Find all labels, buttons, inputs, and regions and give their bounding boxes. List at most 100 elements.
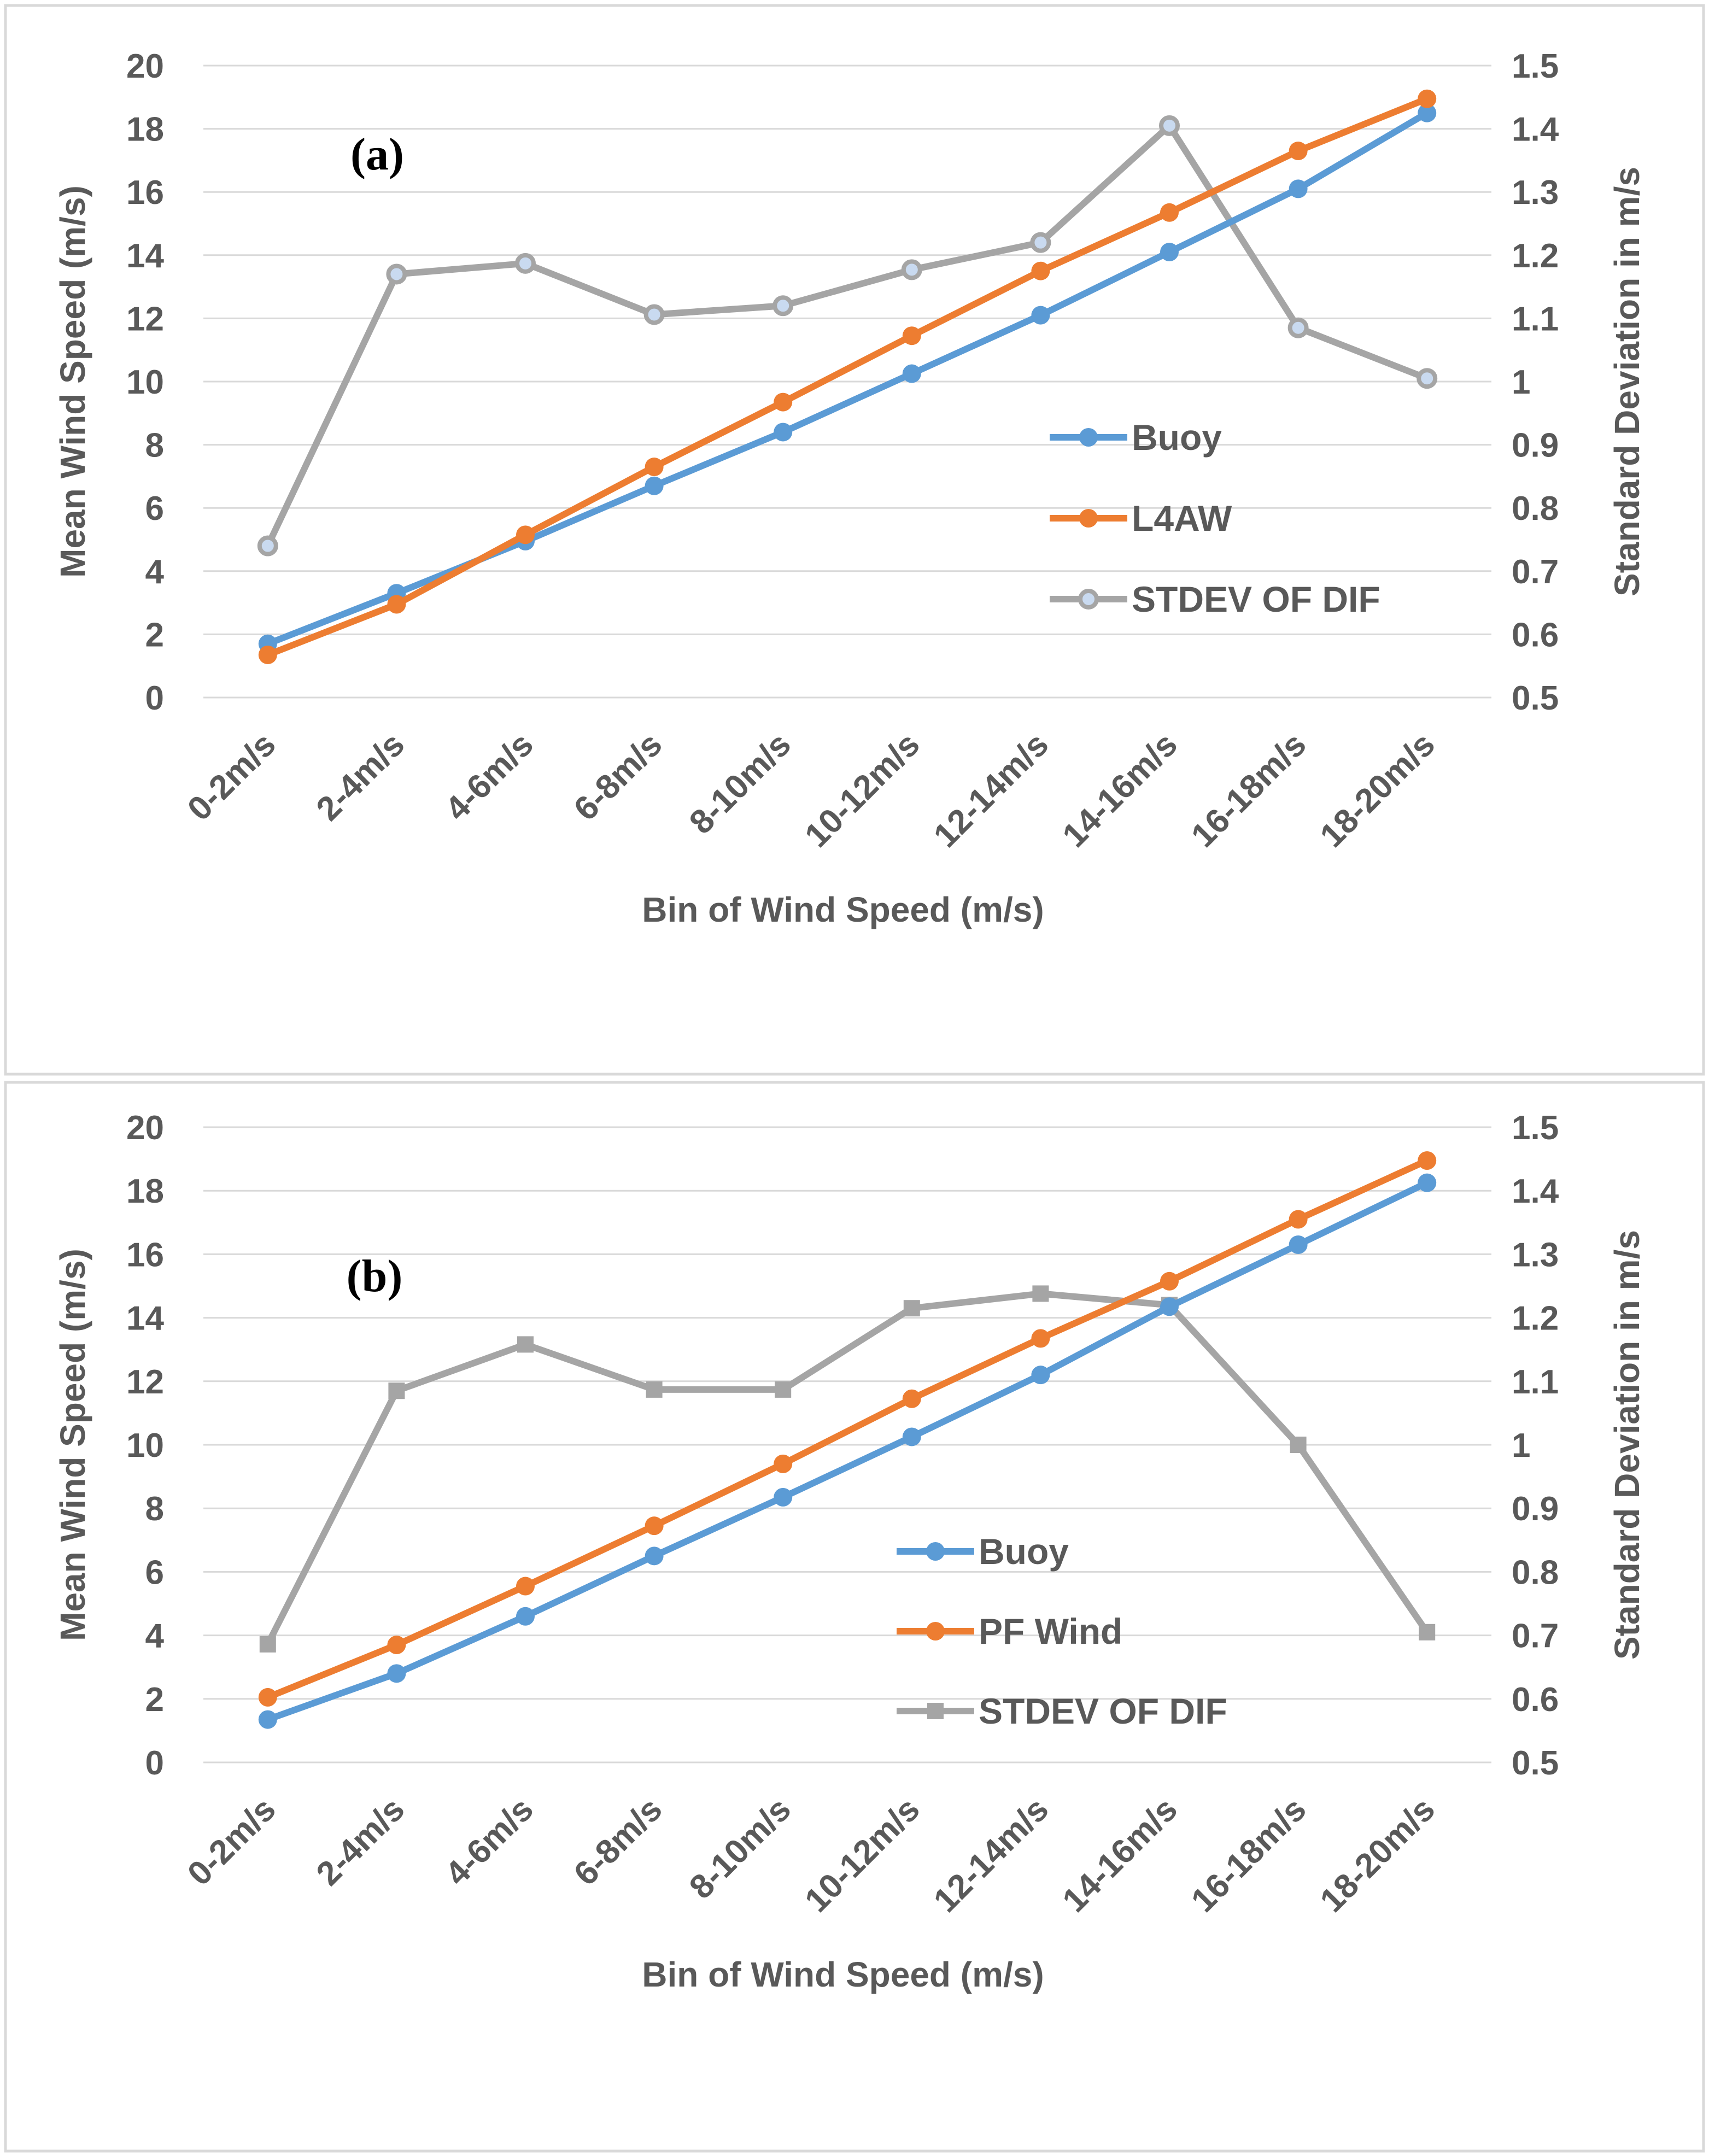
data-point xyxy=(516,1607,535,1626)
y2-tick-label: 1 xyxy=(1512,1427,1530,1464)
chart-panel-a: 0 2 4 6 8 10 12 14 16 18 20 0.5 0.6 0.7 0.8 0.9 1 1.1 1.2 1… xyxy=(4,4,1705,1076)
y-tick-label: 8 xyxy=(145,1490,164,1528)
y-tick-label: 12 xyxy=(126,1363,164,1401)
data-point xyxy=(1031,306,1050,325)
legend-label: Buoy xyxy=(979,1531,1069,1572)
y-axis-title: Mean Wind Speed (m/s) xyxy=(53,1249,92,1641)
data-point xyxy=(257,535,278,556)
data-point xyxy=(645,476,664,495)
legend-label: PF Wind xyxy=(979,1611,1122,1651)
legend-marker xyxy=(1078,589,1099,610)
data-point xyxy=(1289,142,1308,161)
legend-item: STDEV OF DIF xyxy=(1050,579,1380,619)
data-point xyxy=(902,364,921,383)
data-point xyxy=(259,1636,276,1653)
y-tick-label: 16 xyxy=(126,1236,164,1274)
y2-tick-label: 1.5 xyxy=(1512,48,1559,85)
data-point xyxy=(387,1664,406,1683)
y2-tick-label: 1.1 xyxy=(1512,300,1559,338)
y2-tick-label: 1.1 xyxy=(1512,1363,1559,1401)
y2-tick-label: 0.8 xyxy=(1512,490,1559,528)
data-point xyxy=(258,1688,277,1707)
y2-tick-label: 0.6 xyxy=(1512,1681,1559,1719)
data-point xyxy=(1160,243,1179,262)
data-point xyxy=(386,263,407,285)
data-point xyxy=(774,1454,793,1473)
legend-marker xyxy=(1079,428,1098,447)
data-point xyxy=(258,645,277,664)
y2-tick-label: 0.7 xyxy=(1512,1618,1559,1655)
y2-tick-label: 0.6 xyxy=(1512,616,1559,654)
y2-axis-title: Standard Deviation in m/s xyxy=(1607,167,1647,596)
data-point xyxy=(1160,1297,1179,1316)
data-point xyxy=(645,1546,664,1566)
legend-item: L4AW xyxy=(1050,498,1232,538)
y2-tick-label: 1.3 xyxy=(1512,174,1559,212)
y-tick-label: 4 xyxy=(145,1618,165,1655)
data-point xyxy=(388,1382,405,1399)
series-line xyxy=(264,95,1431,658)
data-point xyxy=(902,1389,921,1408)
y2-tick-label: 0.9 xyxy=(1512,1490,1559,1528)
y-tick-label: 6 xyxy=(145,490,164,528)
data-point xyxy=(1031,1366,1050,1385)
y2-tick-label: 1.3 xyxy=(1512,1236,1559,1274)
series-line xyxy=(264,1290,1431,1648)
y-tick-label: 8 xyxy=(145,427,164,465)
y-tick-label: 18 xyxy=(126,111,164,149)
data-point xyxy=(774,423,793,442)
data-point xyxy=(645,458,664,477)
legend-marker xyxy=(927,1703,944,1719)
panel-label: (a) xyxy=(350,129,404,180)
data-point xyxy=(774,392,793,412)
y2-tick-label: 0.5 xyxy=(1512,1744,1559,1782)
data-point xyxy=(516,1577,535,1596)
series-stdev-of-dif xyxy=(257,115,1438,556)
data-point xyxy=(1160,203,1179,222)
data-point xyxy=(1031,261,1050,280)
y-tick-label: 0 xyxy=(145,679,164,717)
legend-item: PF Wind xyxy=(897,1611,1122,1651)
y-tick-label: 2 xyxy=(145,616,164,654)
data-point xyxy=(1287,317,1309,338)
data-point xyxy=(901,259,922,280)
data-point xyxy=(516,525,535,544)
y-tick-label: 10 xyxy=(126,1427,164,1464)
y2-tick-label: 1.5 xyxy=(1512,1109,1559,1147)
y-tick-label: 12 xyxy=(126,300,164,338)
series-buoy xyxy=(258,1173,1437,1729)
data-point xyxy=(1289,1210,1308,1229)
y2-axis-title: Standard Deviation in m/s xyxy=(1607,1230,1647,1660)
y-tick-label: 2 xyxy=(145,1681,164,1719)
legend-label: STDEV OF DIF xyxy=(979,1691,1227,1731)
y2-tick-label: 0.7 xyxy=(1512,553,1559,591)
data-point xyxy=(1418,89,1437,108)
y-tick-label: 4 xyxy=(145,553,165,591)
data-point xyxy=(387,595,406,614)
data-point xyxy=(1289,179,1308,198)
panel-label: (b) xyxy=(347,1251,403,1302)
data-point xyxy=(515,253,536,274)
data-point xyxy=(772,295,794,317)
legend-label: STDEV OF DIF xyxy=(1132,579,1380,619)
data-point xyxy=(643,304,665,325)
data-point xyxy=(645,1516,664,1536)
series-line xyxy=(264,1179,1431,1723)
legend-marker xyxy=(926,1542,945,1561)
y2-tick-label: 1.2 xyxy=(1512,1300,1559,1338)
data-point xyxy=(1032,1285,1049,1302)
data-point xyxy=(1418,1151,1437,1170)
legend-item: Buoy xyxy=(897,1531,1069,1572)
y-tick-label: 16 xyxy=(126,174,164,212)
y2-tick-label: 1 xyxy=(1512,364,1530,401)
legend: Buoy PF Wind STDEV OF DIF xyxy=(897,1531,1227,1731)
y2-tick-label: 1.4 xyxy=(1512,111,1559,149)
data-point xyxy=(258,1710,277,1729)
data-point xyxy=(1418,1173,1437,1192)
y2-tick-label: 1.4 xyxy=(1512,1173,1559,1210)
chart-panel-b: 0 2 4 6 8 10 12 14 16 18 20 0.5 0.6 0.7 0.8 0.9 1 1.1 1.2 1… xyxy=(4,1081,1705,2153)
data-point xyxy=(1031,1329,1050,1348)
data-point xyxy=(1160,1272,1179,1291)
legend-item: STDEV OF DIF xyxy=(897,1691,1227,1731)
data-point xyxy=(775,1381,792,1398)
